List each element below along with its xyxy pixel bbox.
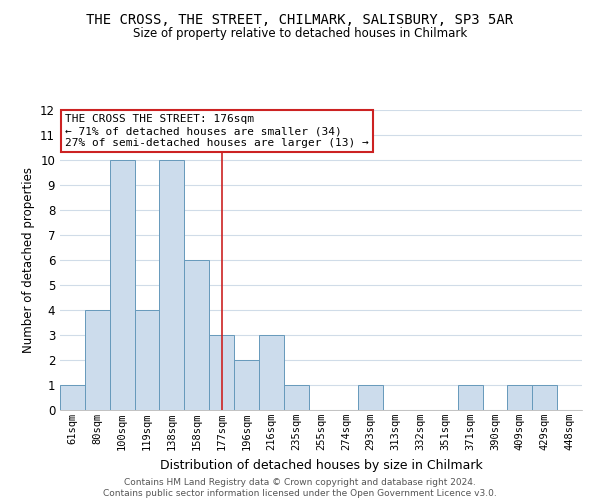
Bar (532, 385, 557, 410)
Text: THE CROSS THE STREET: 176sqm
← 71% of detached houses are smaller (34)
27% of se: THE CROSS THE STREET: 176sqm ← 71% of de… (65, 114, 369, 148)
Text: Size of property relative to detached houses in Chilmark: Size of property relative to detached ho… (133, 28, 467, 40)
Bar (85, 310, 110, 410)
Bar (160, 160, 184, 410)
Bar (284, 385, 308, 410)
Text: Contains HM Land Registry data © Crown copyright and database right 2024.
Contai: Contains HM Land Registry data © Crown c… (103, 478, 497, 498)
Bar (110, 160, 134, 410)
Bar (209, 335, 234, 410)
X-axis label: Distribution of detached houses by size in Chilmark: Distribution of detached houses by size … (160, 458, 482, 471)
Bar (508, 385, 532, 410)
Bar (134, 310, 160, 410)
Bar (458, 385, 482, 410)
Bar (60, 385, 85, 410)
Text: THE CROSS, THE STREET, CHILMARK, SALISBURY, SP3 5AR: THE CROSS, THE STREET, CHILMARK, SALISBU… (86, 12, 514, 26)
Bar (259, 335, 284, 410)
Y-axis label: Number of detached properties: Number of detached properties (22, 167, 35, 353)
Bar (358, 385, 383, 410)
Bar (234, 360, 259, 410)
Bar (184, 260, 209, 410)
